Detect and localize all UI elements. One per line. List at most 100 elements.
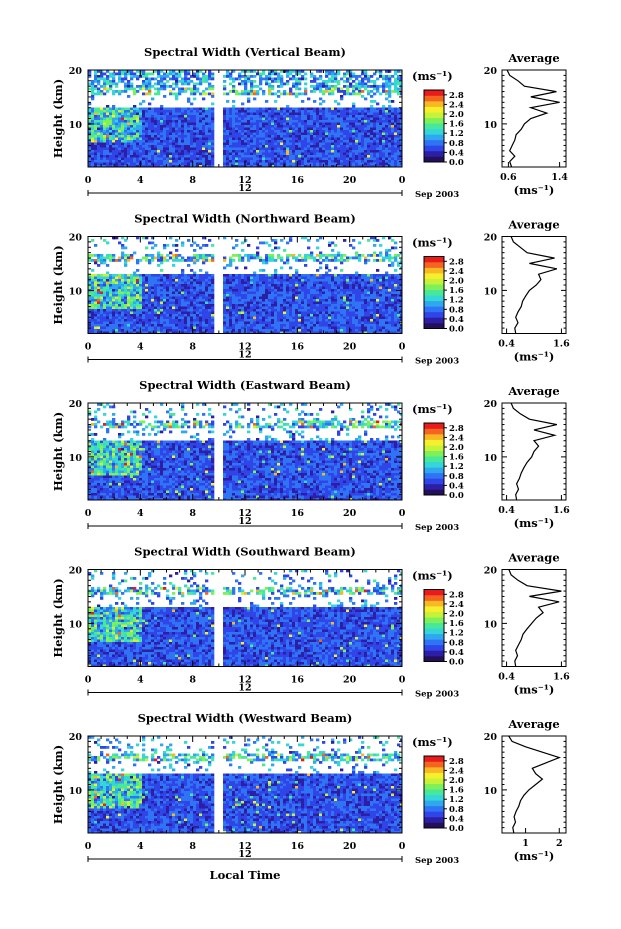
heatmap-cell: [151, 296, 155, 300]
heatmap-cell: [130, 314, 134, 317]
heatmap-cell: [289, 112, 293, 116]
heatmap-cell: [247, 281, 251, 285]
heatmap-cell: [172, 291, 176, 295]
heatmap-cell: [334, 160, 338, 163]
heatmap-cell: [115, 284, 119, 287]
heatmap-cell: [232, 112, 236, 116]
heatmap-cell: [172, 157, 176, 161]
heatmap-cell: [166, 145, 170, 148]
heatmap-cell: [250, 254, 254, 257]
heatmap-cell: [256, 132, 260, 136]
heatmap-cell: [256, 291, 260, 295]
heatmap-cell: [193, 294, 197, 297]
heatmap-cell: [373, 112, 377, 116]
heatmap-cell: [346, 137, 350, 141]
heatmap-cell: [94, 70, 98, 73]
heatmap-cell: [304, 92, 308, 96]
heatmap-cell: [118, 294, 122, 297]
heatmap-cell: [274, 276, 278, 280]
heatmap-cell: [175, 92, 179, 96]
heatmap-cell: [193, 254, 197, 257]
heatmap-cell: [130, 137, 134, 141]
avg-profile-line: [506, 69, 560, 168]
heatmap-cell: [154, 147, 158, 151]
heatmap-cell: [127, 160, 131, 163]
heatmap-cell: [268, 281, 272, 285]
heatmap-cell: [244, 82, 248, 86]
heatmap-cell: [295, 155, 299, 158]
heatmap-cell: [394, 145, 398, 148]
heatmap-cell: [106, 87, 110, 91]
heatmap-cell: [262, 319, 266, 322]
heatmap-cell: [199, 142, 203, 146]
heatmap-cell: [91, 165, 95, 167]
heatmap-cell: [109, 316, 113, 320]
heatmap-cell: [244, 125, 248, 128]
heatmap-cell: [280, 160, 284, 163]
heatmap-cell: [253, 75, 257, 78]
heatmap-cell: [208, 281, 212, 285]
heatmap-cell: [385, 130, 389, 133]
heatmap-cell: [94, 110, 98, 113]
heatmap-cell: [196, 301, 200, 305]
heatmap-cell: [163, 150, 167, 153]
heatmap-cell: [343, 90, 347, 93]
heatmap-cell: [394, 140, 398, 143]
heatmap-cell: [262, 274, 266, 277]
heatmap-cell: [244, 329, 248, 332]
heatmap-cell: [271, 165, 275, 167]
heatmap-cell: [289, 120, 293, 123]
heatmap-cell: [193, 324, 197, 327]
heatmap-cell: [205, 107, 209, 111]
heatmap-cell: [244, 77, 248, 81]
heatmap-cell: [94, 122, 98, 126]
heatmap-cell: [121, 309, 125, 312]
heatmap-cell: [334, 110, 338, 113]
heatmap-cell: [184, 329, 188, 332]
heatmap-cell: [163, 314, 167, 317]
heatmap-cell: [88, 311, 92, 315]
heatmap-cell: [382, 127, 386, 131]
heatmap-cell: [373, 82, 377, 86]
colorbar-tick-label: 2.4: [449, 100, 464, 110]
heatmap-cell: [271, 289, 275, 292]
heatmap-cell: [223, 304, 227, 307]
heatmap-cell: [382, 77, 386, 81]
heatmap-cell: [184, 90, 188, 93]
heatmap-cell: [148, 140, 152, 143]
heatmap-cell: [127, 72, 131, 76]
heatmap-cell: [124, 125, 128, 128]
heatmap-cell: [163, 279, 167, 282]
heatmap-cell: [91, 296, 95, 300]
heatmap-cell: [136, 115, 140, 118]
heatmap-cell: [91, 279, 95, 282]
heatmap-cell: [265, 294, 269, 297]
heatmap-cell: [181, 147, 185, 151]
heatmap-cell: [169, 279, 173, 282]
heatmap-cell: [202, 316, 206, 320]
heatmap-cell: [106, 324, 110, 327]
heatmap-cell: [286, 162, 290, 166]
heatmap-cell: [118, 75, 122, 78]
heatmap-cell: [298, 107, 302, 111]
heatmap-cell: [247, 314, 251, 317]
heatmap-cell: [361, 112, 365, 116]
heatmap-cell: [241, 281, 245, 285]
colorbar-segment: [424, 139, 444, 146]
heatmap-cell: [235, 150, 239, 153]
heatmap-cell: [256, 155, 260, 158]
heatmap-cell: [343, 112, 347, 116]
heatmap-cell: [355, 140, 359, 143]
heatmap-cell: [169, 311, 173, 315]
heatmap-cell: [160, 296, 164, 300]
heatmap-cell: [154, 329, 158, 332]
heatmap-cell: [370, 122, 374, 126]
heatmap-cell: [388, 70, 392, 73]
heatmap-cell: [145, 304, 149, 307]
heatmap-cell: [157, 87, 161, 91]
heatmap-cell: [298, 110, 302, 113]
heatmap-cell: [349, 112, 353, 116]
heatmap-cell: [133, 92, 137, 96]
heatmap-cell: [265, 127, 269, 131]
heatmap-cell: [187, 135, 191, 138]
